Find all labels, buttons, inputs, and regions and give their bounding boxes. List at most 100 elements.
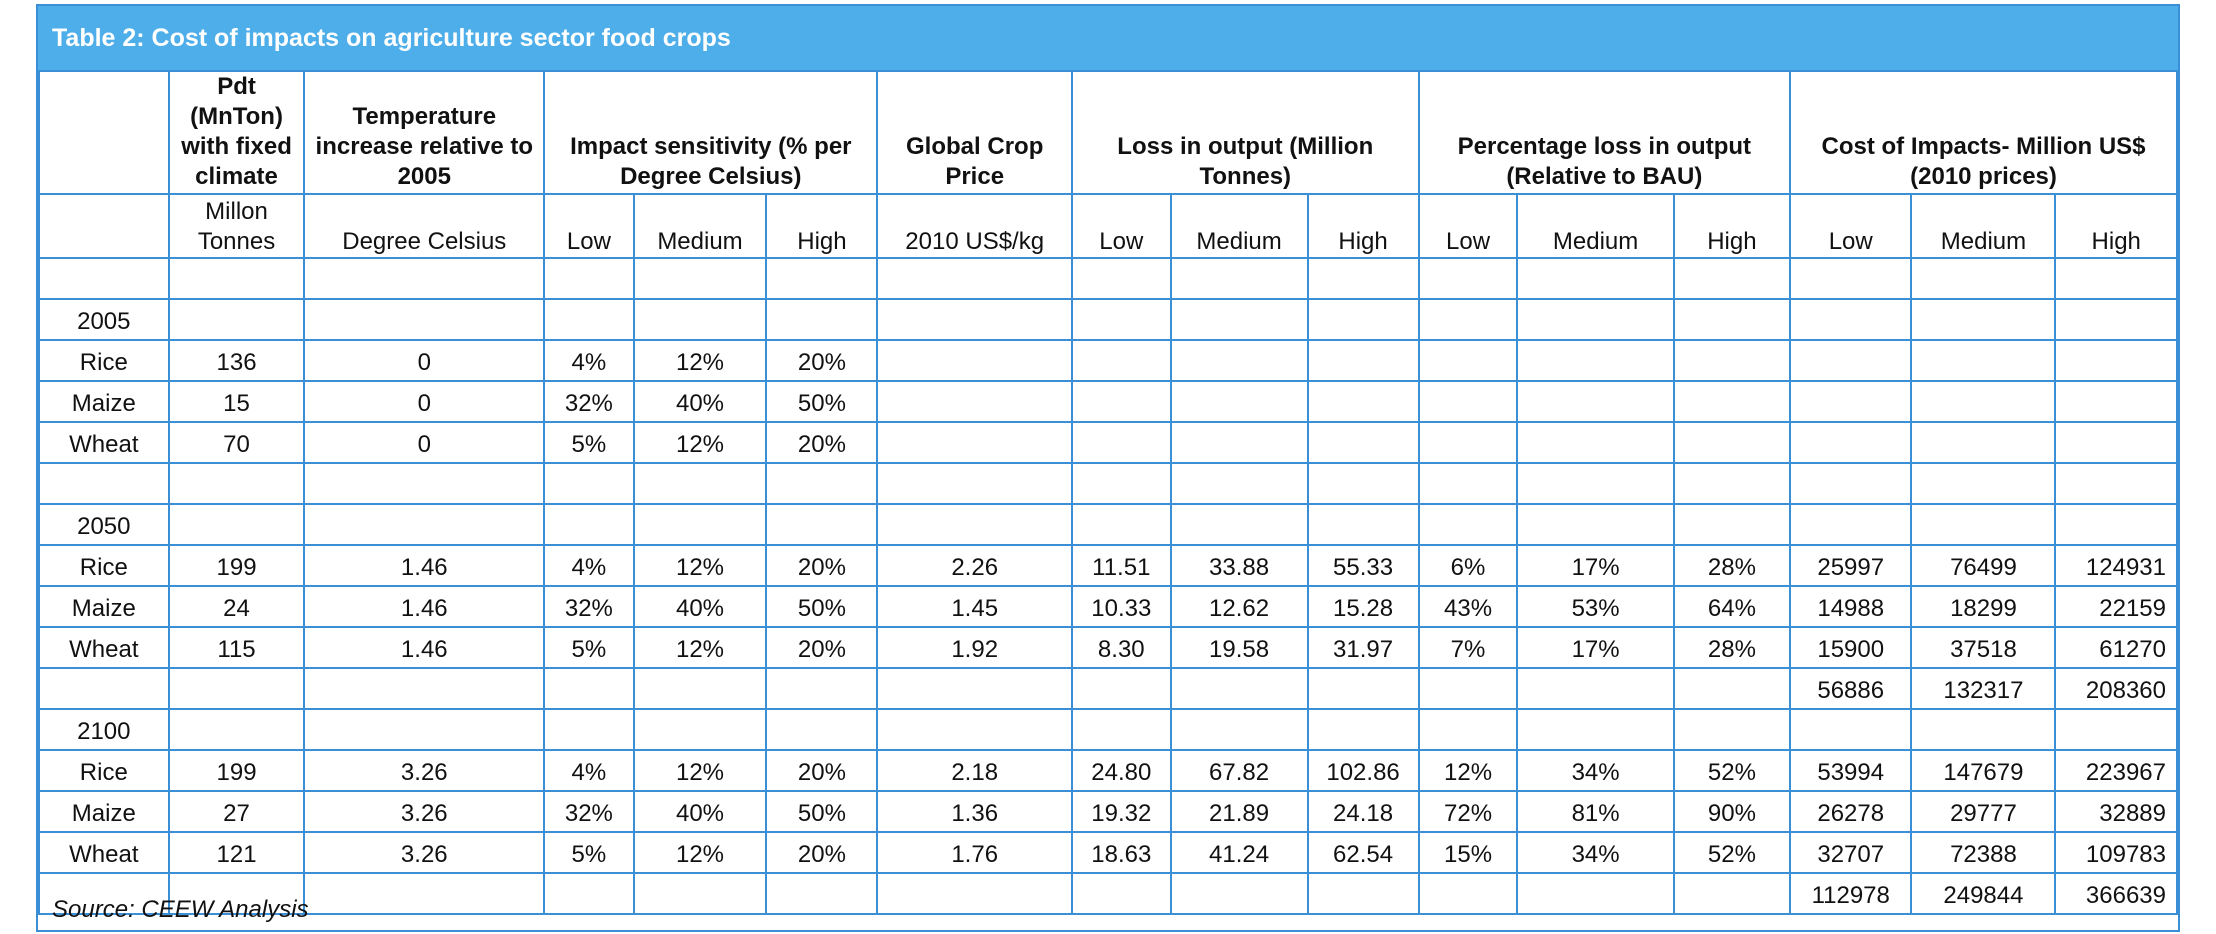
production-cell: 199 (167, 749, 306, 792)
loss-high-cell (1306, 380, 1420, 423)
empty-cell (765, 462, 879, 505)
loss-medium-cell: 67.82 (1169, 749, 1309, 792)
loss-medium-cell (1169, 339, 1309, 382)
loss-medium-cell (1169, 421, 1309, 464)
cost-high-cell (2054, 339, 2178, 382)
year-row: 2100 (38, 708, 2178, 751)
pct-high-cell (1672, 339, 1792, 382)
sens-low-cell: 32% (543, 790, 635, 833)
loss-high-cell: 55.33 (1306, 544, 1420, 587)
production-cell: 199 (167, 544, 306, 587)
empty-cell (1169, 708, 1309, 751)
temperature-cell: 0 (303, 339, 546, 382)
spacer-row (38, 462, 2178, 505)
loss-medium-cell: 33.88 (1169, 544, 1309, 587)
header-pct-loss: Percentage loss in output (Relative to B… (1417, 70, 1792, 195)
production-cell: 15 (167, 380, 306, 423)
empty-cell (303, 872, 546, 915)
loss-high-cell: 102.86 (1306, 749, 1420, 792)
crop-cell: Maize (38, 790, 170, 833)
cost-high-cell: 61270 (2054, 626, 2178, 669)
loss-high-cell (1306, 421, 1420, 464)
cost-high-cell: 109783 (2054, 831, 2178, 874)
header-cost: Cost of Impacts- Million US$ (2010 price… (1789, 70, 2178, 195)
pct-low-cell (1417, 380, 1519, 423)
temperature-cell: 1.46 (303, 585, 546, 628)
loss-low-cell (1070, 421, 1172, 464)
production-cell: 121 (167, 831, 306, 874)
pct-low-cell: 7% (1417, 626, 1519, 669)
cost-low-cell (1789, 380, 1913, 423)
loss-high-cell (1306, 339, 1420, 382)
pct-medium-cell (1516, 380, 1675, 423)
cost-high-cell: 124931 (2054, 544, 2178, 587)
impact-cost-table: Pdt (MnTon) with fixed climate Temperatu… (38, 70, 2178, 915)
empty-cell (1169, 462, 1309, 505)
empty-cell (1672, 667, 1792, 710)
price-cell: 2.26 (876, 544, 1073, 587)
total-cost-medium: 132317 (1910, 667, 2057, 710)
cost-high-cell: 32889 (2054, 790, 2178, 833)
empty-cell (1516, 462, 1675, 505)
empty-cell (38, 462, 170, 505)
pct-medium-cell: 17% (1516, 544, 1675, 587)
cost-low-cell: 25997 (1789, 544, 1913, 587)
cost-low-cell (1789, 421, 1913, 464)
unit-temperature: Degree Celsius (303, 193, 546, 259)
total-cost-medium: 249844 (1910, 872, 2057, 915)
cost-medium-cell (1910, 421, 2057, 464)
table-row: Maize 24 1.46 32% 40% 50% 1.45 10.33 12.62 15.28 4… (38, 585, 2178, 628)
empty-cell (167, 257, 306, 300)
total-row: 56886 132317 208360 (38, 667, 2178, 710)
empty-cell (303, 462, 546, 505)
loss-high-cell: 62.54 (1306, 831, 1420, 874)
empty-cell (1910, 462, 2057, 505)
pct-medium-cell: 34% (1516, 749, 1675, 792)
empty-cell (2054, 298, 2178, 341)
empty-cell (765, 708, 879, 751)
sens-medium-cell: 12% (632, 749, 768, 792)
pct-low-cell: 12% (1417, 749, 1519, 792)
empty-cell (765, 667, 879, 710)
empty-cell (632, 872, 768, 915)
price-cell: 1.45 (876, 585, 1073, 628)
pct-medium-cell: 34% (1516, 831, 1675, 874)
empty-cell (167, 872, 306, 915)
empty-cell (1417, 872, 1519, 915)
sens-high-cell: 20% (765, 831, 879, 874)
empty-cell (2054, 257, 2178, 300)
empty-cell (1070, 708, 1172, 751)
empty-cell (1672, 872, 1792, 915)
unit-price: 2010 US$/kg (876, 193, 1073, 259)
cost-medium-cell: 37518 (1910, 626, 2057, 669)
empty-cell (543, 708, 635, 751)
empty-cell (1070, 257, 1172, 300)
sens-high-cell: 20% (765, 626, 879, 669)
empty-cell (1417, 462, 1519, 505)
year-label: 2050 (38, 503, 170, 546)
cost-low-cell: 26278 (1789, 790, 1913, 833)
empty-cell (303, 257, 546, 300)
production-cell: 70 (167, 421, 306, 464)
empty-cell (1417, 708, 1519, 751)
sens-medium-cell: 12% (632, 421, 768, 464)
empty-cell (876, 667, 1073, 710)
unit-empty (38, 193, 170, 259)
empty-cell (1169, 872, 1309, 915)
sens-high-cell: 20% (765, 339, 879, 382)
empty-cell (1516, 257, 1675, 300)
total-cost-high: 366639 (2054, 872, 2178, 915)
loss-low-cell: 8.30 (1070, 626, 1172, 669)
empty-cell (1070, 503, 1172, 546)
empty-cell (1169, 667, 1309, 710)
total-row: 112978 249844 366639 (38, 872, 2178, 915)
unit-cost-low: Low (1789, 193, 1913, 259)
table-frame: Table 2: Cost of impacts on agriculture … (36, 4, 2180, 932)
cost-low-cell: 32707 (1789, 831, 1913, 874)
unit-loss-medium: Medium (1169, 193, 1309, 259)
loss-low-cell: 24.80 (1070, 749, 1172, 792)
sens-medium-cell: 40% (632, 585, 768, 628)
empty-cell (167, 667, 306, 710)
sens-low-cell: 32% (543, 585, 635, 628)
loss-medium-cell: 41.24 (1169, 831, 1309, 874)
